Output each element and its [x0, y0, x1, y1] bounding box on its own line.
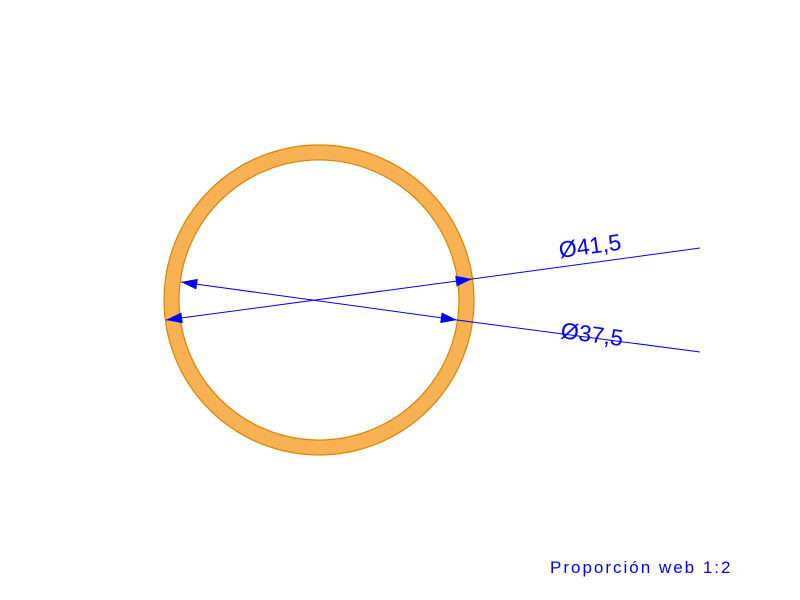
- dimension-inner: Ø37,5: [181, 279, 700, 352]
- dim-inner-arrow-end: [440, 312, 457, 323]
- diagram-canvas: Ø41,5 Ø37,5 Proporción web 1:2: [0, 0, 800, 600]
- dim-outer-chord: [166, 279, 472, 320]
- dim-inner-label: Ø37,5: [559, 317, 625, 351]
- footer-text: Proporción web 1:2: [550, 558, 732, 577]
- dim-inner-chord: [181, 282, 457, 320]
- dim-inner-arrow-start: [181, 279, 198, 290]
- dim-outer-label: Ø41,5: [557, 229, 623, 263]
- dimension-outer: Ø41,5: [166, 229, 700, 323]
